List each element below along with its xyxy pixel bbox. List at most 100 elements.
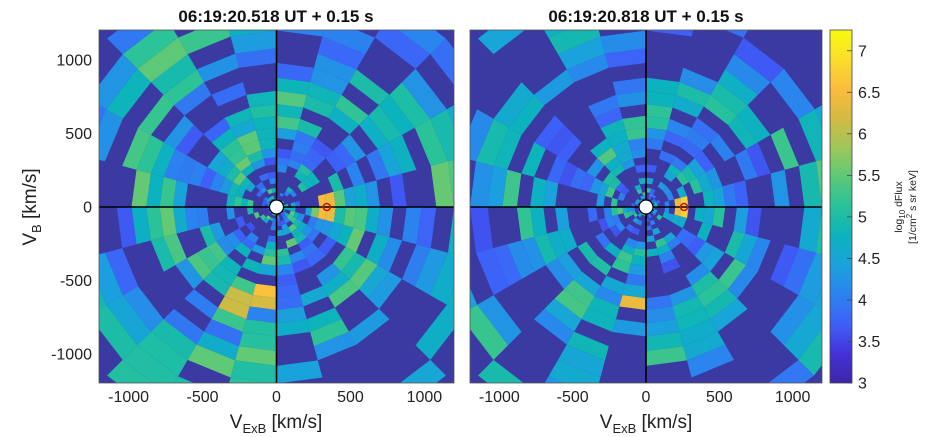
flux-bin: [610, 163, 625, 177]
flux-bin: [333, 189, 346, 207]
flux-bin: [478, 30, 525, 55]
flux-bin: [564, 279, 595, 308]
flux-bin: [664, 200, 670, 207]
flux-bin: [314, 53, 357, 83]
flux-bin: [681, 165, 697, 182]
peak-marker: [322, 202, 332, 212]
flux-bin: [207, 241, 228, 264]
flux-bin: [676, 82, 711, 107]
flux-bin: [311, 138, 333, 159]
flux-bin: [246, 199, 254, 207]
flux-bin: [558, 36, 605, 70]
flux-bin: [276, 104, 304, 119]
flux-bin: [287, 158, 302, 171]
flux-bin: [291, 258, 312, 274]
flux-bin: [267, 171, 277, 179]
flux-bin: [724, 230, 746, 259]
flux-bin: [399, 359, 446, 383]
flux-bin: [554, 289, 589, 320]
flux-bin: [679, 67, 718, 95]
flux-bin: [658, 250, 676, 264]
flux-bin: [281, 223, 289, 230]
flux-bin: [616, 90, 646, 108]
flux-bin: [301, 242, 319, 258]
flux-bin: [294, 170, 307, 182]
flux-bin: [235, 346, 277, 366]
flux-bin: [276, 283, 301, 299]
flux-bin: [703, 94, 738, 125]
flux-bin: [196, 207, 210, 228]
flux-bin: [199, 224, 217, 247]
flux-bin: [336, 224, 354, 247]
flux-bin: [594, 286, 623, 307]
flux-bin: [105, 248, 139, 296]
flux-bin: [548, 359, 601, 383]
flux-bin: [227, 182, 240, 196]
flux-bin: [256, 190, 263, 198]
flux-bin: [288, 223, 298, 233]
flux-bin: [263, 196, 269, 202]
flux-bin: [557, 252, 582, 280]
flux-bin: [669, 286, 698, 307]
flux-bin: [341, 134, 367, 162]
flux-bin: [131, 169, 151, 207]
flux-bin: [470, 161, 493, 207]
flux-bin: [349, 308, 390, 345]
flux-bin: [258, 263, 277, 277]
flux-bin: [530, 207, 547, 238]
flux-bin: [610, 207, 618, 217]
flux-bin: [301, 156, 319, 172]
flux-bin: [672, 296, 704, 320]
flux-bin: [246, 90, 277, 108]
flux-bin: [712, 207, 726, 228]
x-tick-label: 0: [642, 389, 651, 406]
flux-bin: [430, 38, 454, 85]
flux-bin: [696, 172, 713, 192]
flux-bin: [290, 207, 296, 212]
flux-bin: [646, 346, 687, 366]
flux-bin: [280, 213, 285, 218]
flux-bin: [577, 241, 598, 264]
flux-bin: [236, 130, 259, 148]
flux-bin: [671, 214, 680, 225]
flux-bin: [635, 241, 646, 250]
flux-bin: [470, 207, 493, 253]
x-tick-label: 1000: [775, 389, 811, 406]
spacecraft-frame-origin-marker: [638, 199, 654, 215]
flux-bin: [493, 127, 522, 170]
right-x-axis-label: VExB [km/s]: [600, 412, 692, 436]
flux-bin: [493, 244, 522, 287]
flux-bin: [670, 156, 688, 172]
flux-bin: [365, 180, 380, 207]
flux-bin: [233, 196, 243, 207]
flux-bin: [691, 117, 719, 143]
flux-bin: [268, 177, 277, 185]
flux-bin: [204, 319, 243, 347]
flux-bin: [655, 237, 668, 249]
flux-bin: [216, 158, 235, 178]
flux-bin: [328, 106, 360, 135]
flux-bin: [476, 248, 509, 296]
flux-bin: [627, 210, 634, 217]
flux-bin: [661, 258, 681, 274]
flux-bin: [633, 212, 638, 218]
flux-bin: [241, 197, 248, 207]
flux-bin: [266, 215, 271, 220]
flux-bin: [276, 164, 288, 173]
flux-bin: [276, 157, 290, 166]
flux-bin: [414, 248, 448, 296]
flux-bin: [798, 109, 822, 162]
flux-bin: [478, 359, 524, 383]
flux-bin: [697, 279, 728, 308]
flux-bin: [246, 207, 254, 215]
flux-bin: [646, 115, 670, 131]
flux-bin: [534, 69, 575, 106]
flux-bin: [131, 207, 151, 245]
flux-bin: [368, 271, 402, 309]
flux-bin: [389, 134, 417, 174]
flux-bin: [290, 190, 297, 198]
flux-bin: [359, 115, 390, 149]
flux-bin: [276, 62, 314, 82]
flux-bin: [186, 252, 212, 280]
flux-bin: [276, 248, 290, 257]
